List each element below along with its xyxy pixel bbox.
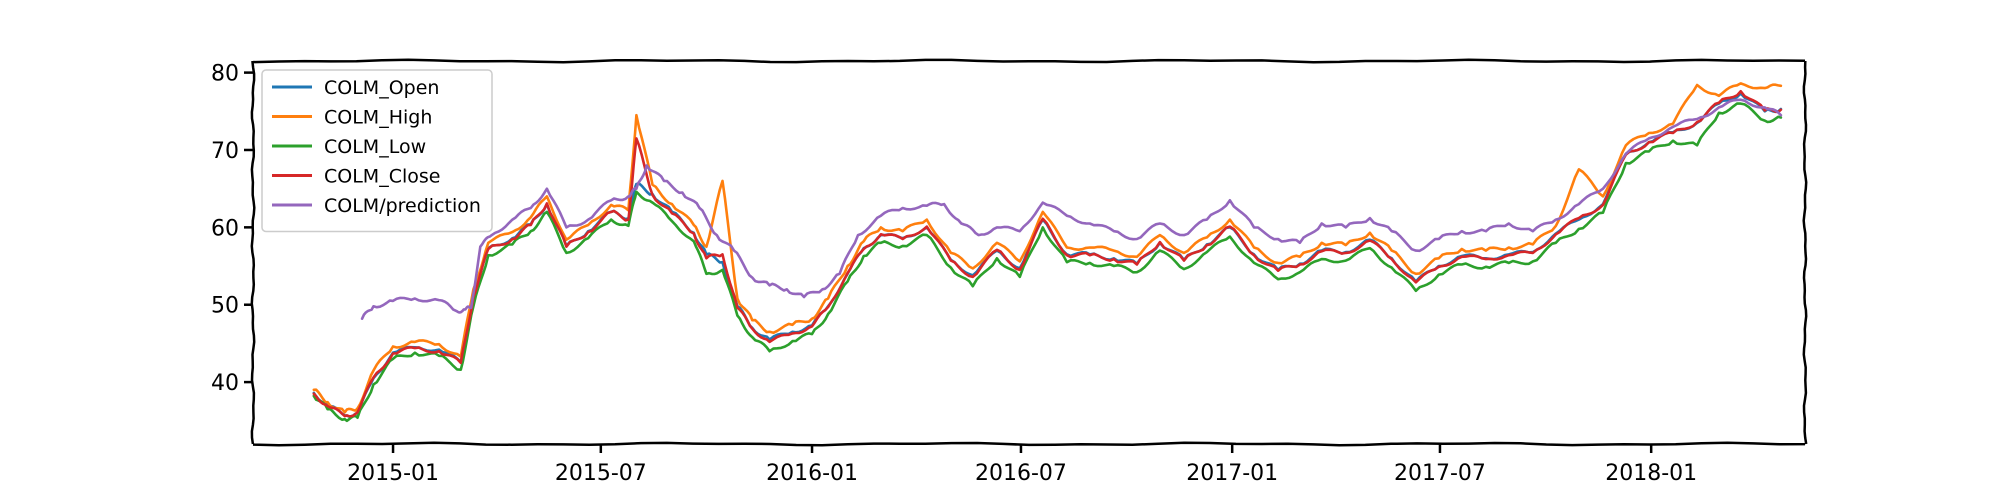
legend-label: COLM/prediction: [324, 195, 481, 217]
x-tick-label: 2016-01: [766, 461, 858, 486]
x-tick-label: 2015-01: [347, 461, 439, 486]
x-axis: 2015-01 2015-07 2016-01 2016-07 2017-01 2017-…: [347, 444, 1697, 486]
x-tick-label: 2016-07: [975, 461, 1067, 486]
legend-box: [261, 69, 493, 233]
y-tick-label: 60: [211, 216, 239, 241]
x-tick-label: 2015-07: [555, 461, 647, 486]
x-tick-label: 2017-07: [1394, 461, 1486, 486]
y-tick-label: 50: [211, 294, 239, 319]
legend: COLM_Open COLM_High COLM_Low COLM_Close COLM…: [261, 69, 493, 233]
y-tick-label: 70: [211, 139, 239, 164]
series-line-colm-prediction: [360, 98, 1783, 320]
legend-label: COLM_High: [324, 107, 432, 129]
plot-frame: [250, 58, 1808, 447]
x-tick-label: 2018-01: [1605, 461, 1697, 486]
series-line-colm-low: [312, 102, 1783, 423]
legend-label: COLM_Low: [324, 136, 426, 158]
series-layer: [312, 82, 1783, 423]
series-line-colm-close: [312, 89, 1783, 418]
series-line-colm-high: [312, 82, 1783, 414]
series-line-colm-open: [312, 92, 1783, 418]
y-tick-label: 40: [211, 371, 239, 396]
legend-label: COLM_Open: [324, 77, 439, 99]
legend-label: COLM_Close: [324, 166, 440, 188]
y-axis: 40 50 60 70 80: [211, 62, 253, 396]
x-tick-label: 2017-01: [1186, 461, 1278, 486]
y-tick-label: 80: [211, 62, 239, 87]
